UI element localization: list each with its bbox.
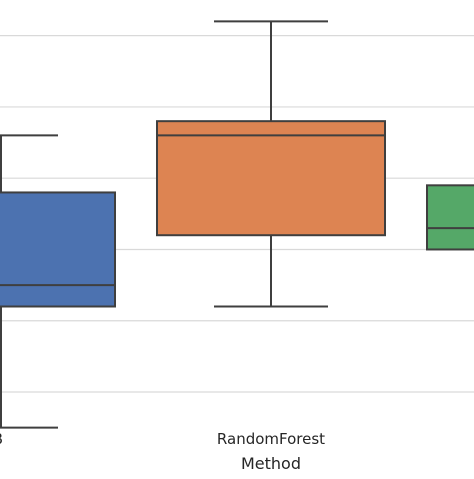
x-axis-label: Method [241,454,301,473]
tick-layer: B RandomForest [0,430,325,448]
box-group-randomforest [156,20,386,308]
iqr-box [426,184,474,251]
iqr-box [156,120,386,237]
box-layer [0,20,474,429]
x-tick-label-randomforest: RandomForest [217,430,325,448]
iqr-box [0,191,116,308]
box-group-series-2 [426,184,474,251]
x-tick-label-left: B [0,430,3,448]
box-group-b [0,134,116,429]
